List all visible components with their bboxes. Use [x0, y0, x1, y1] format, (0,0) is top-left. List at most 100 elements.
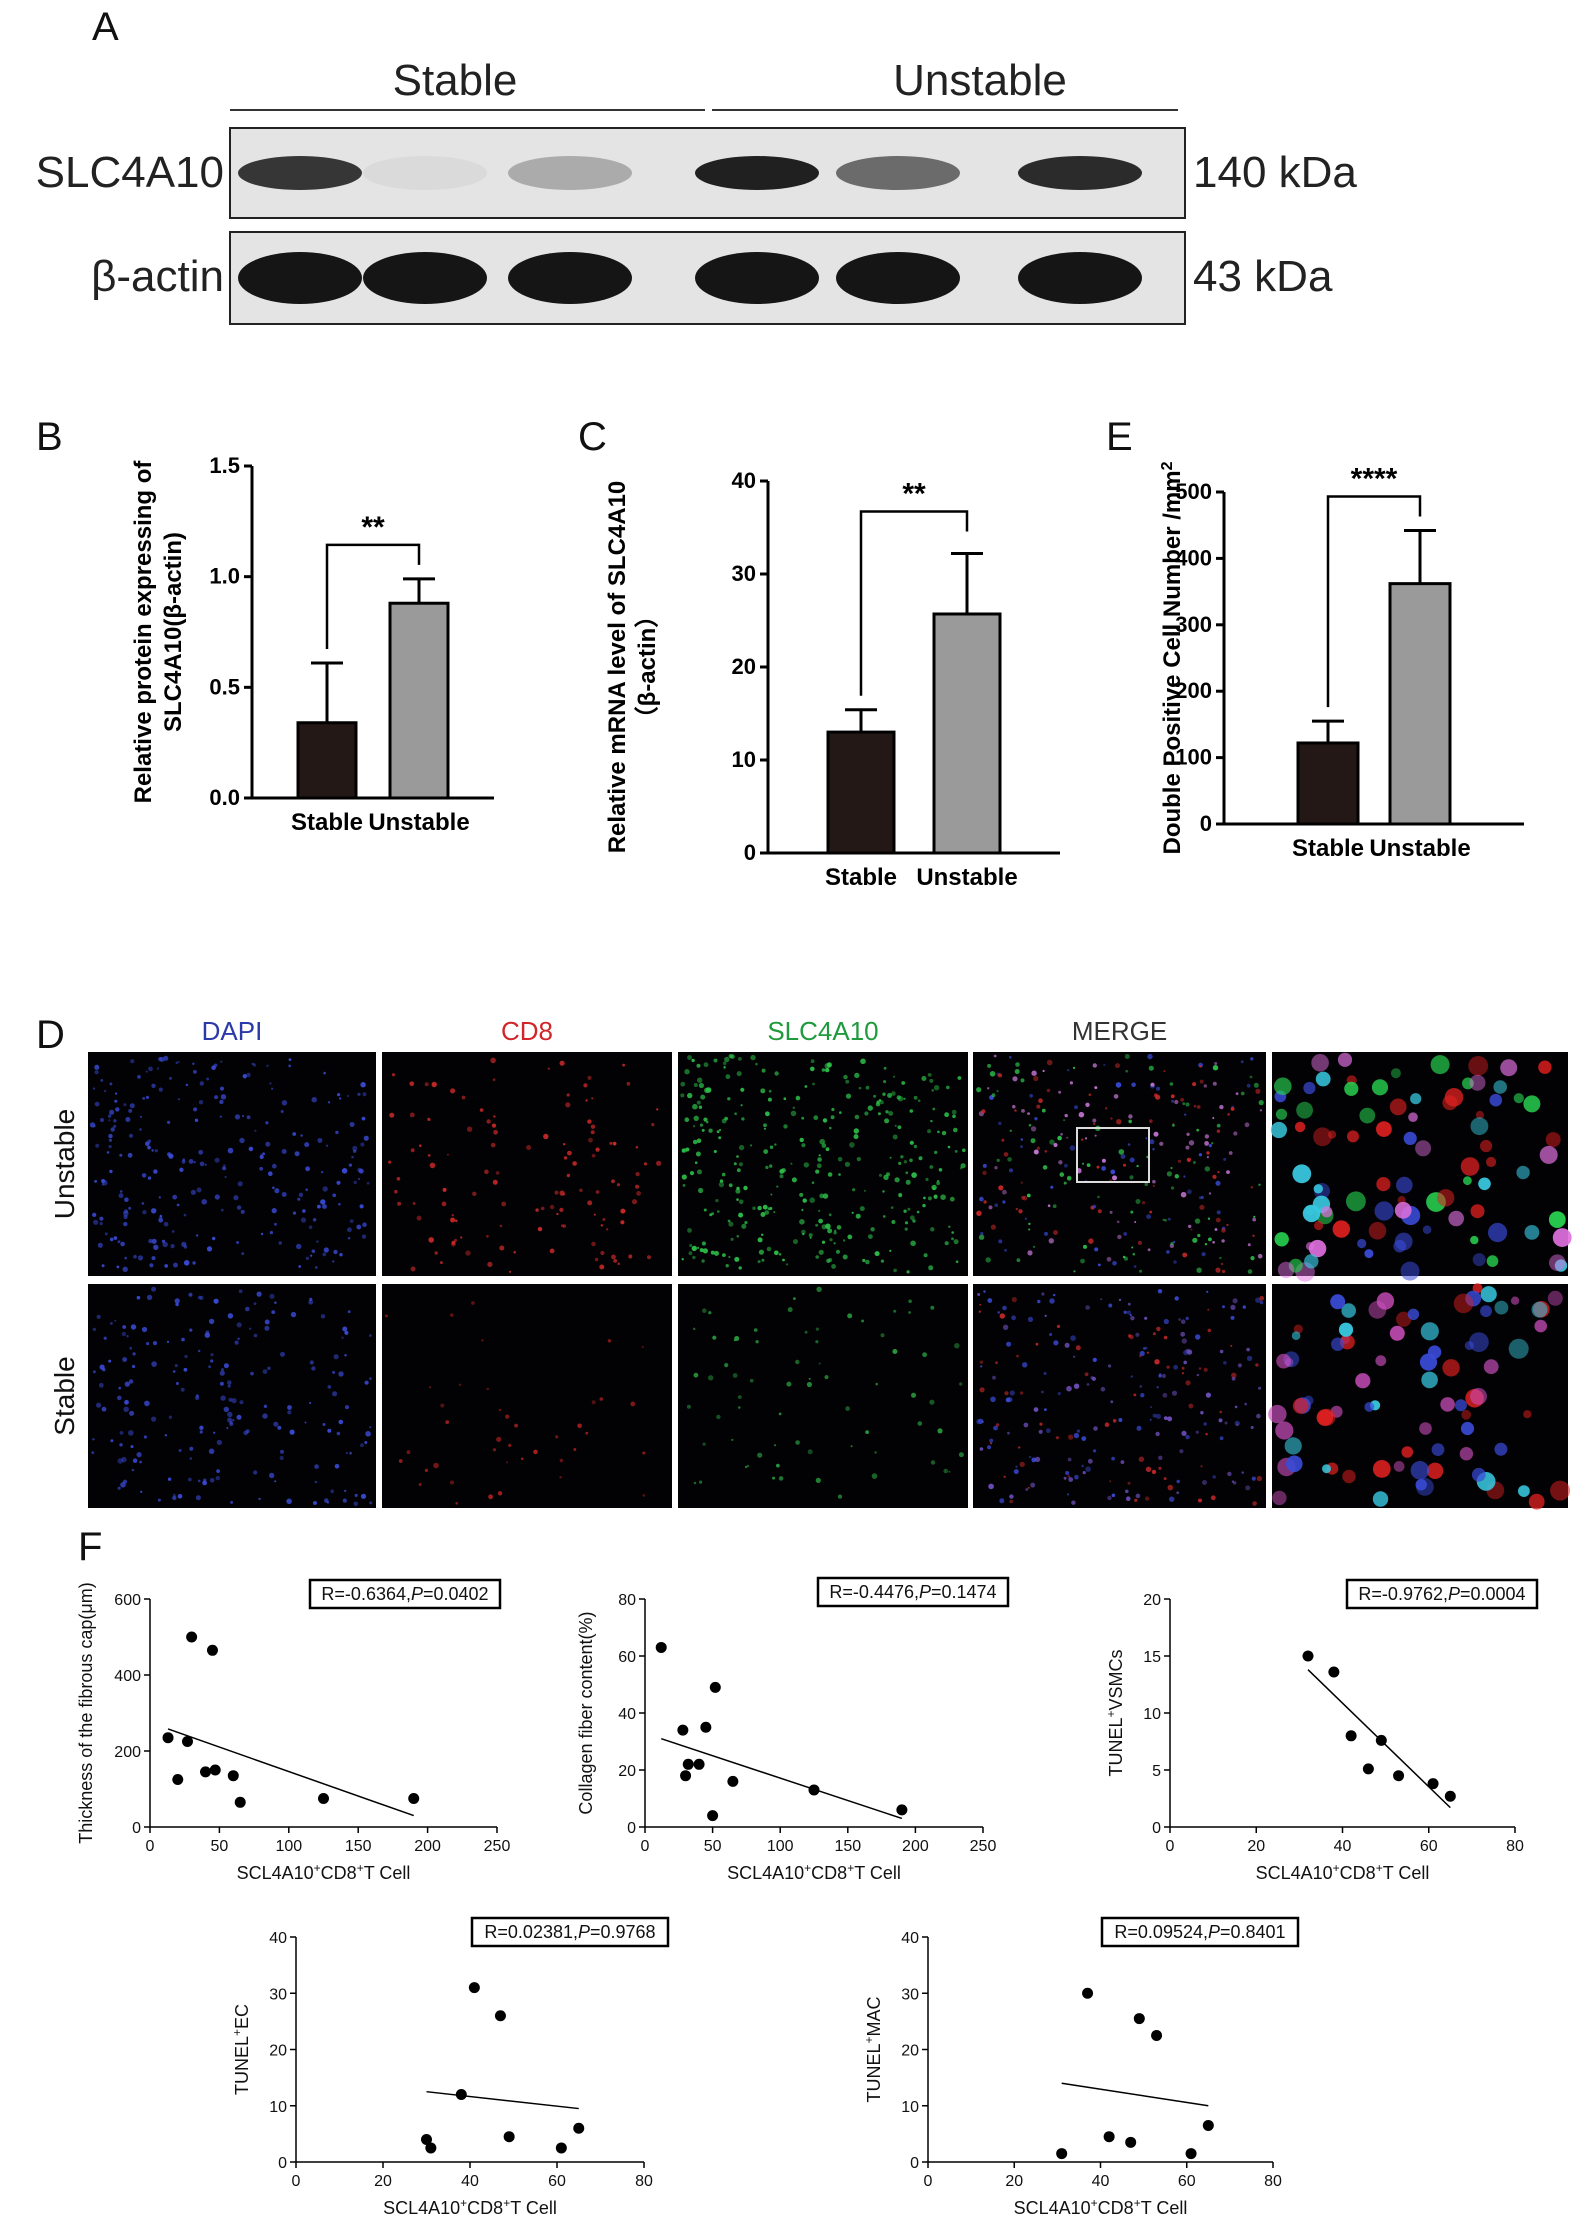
cell-dot: [369, 1501, 373, 1505]
cell-dot: [1031, 1070, 1037, 1076]
cell-dot: [526, 1145, 532, 1150]
cell-dot: [716, 1130, 720, 1134]
cell-dot: [1332, 1220, 1351, 1238]
cell-dot: [1084, 1372, 1089, 1377]
cell-dot: [768, 1089, 772, 1093]
cell-dot: [188, 1477, 192, 1482]
data-point: [707, 1810, 719, 1822]
cell-dot: [209, 1478, 215, 1483]
cell-dot: [1036, 1146, 1040, 1150]
cell-dot: [208, 1365, 212, 1369]
cell-dot: [418, 1483, 422, 1486]
cell-dot: [173, 1493, 176, 1497]
cell-dot: [815, 1169, 820, 1174]
cell-dot: [94, 1070, 99, 1075]
cell-dot: [249, 1327, 252, 1330]
cell-dot: [347, 1227, 352, 1233]
cell-dot: [227, 1411, 233, 1418]
cell-dot: [192, 1261, 196, 1265]
cell-dot: [146, 1342, 150, 1346]
cell-dot: [1011, 1297, 1017, 1303]
cell-dot: [332, 1391, 338, 1397]
cell-dot: [703, 1208, 707, 1212]
cell-dot: [715, 1199, 719, 1203]
cell-dot: [1200, 1465, 1203, 1468]
cell-dot: [795, 1359, 800, 1365]
cell-dot: [1163, 1335, 1168, 1340]
cell-dot: [1220, 1262, 1224, 1266]
cell-dot: [1259, 1109, 1263, 1112]
y-tick-label: 80: [618, 1592, 636, 1609]
cell-dot: [1207, 1328, 1212, 1333]
cell-dot: [1472, 1253, 1486, 1267]
cell-dot: [172, 1194, 178, 1200]
cell-dot: [1067, 1457, 1072, 1462]
cell-dot: [410, 1266, 416, 1272]
cell-dot: [884, 1118, 890, 1124]
cell-dot: [801, 1143, 806, 1148]
cell-dot: [998, 1121, 1002, 1126]
bar-unstable: [388, 601, 450, 800]
cell-dot: [913, 1095, 918, 1100]
cell-dot: [364, 1441, 368, 1444]
cell-dot: [1080, 1258, 1085, 1264]
cell-dot: [793, 1239, 798, 1245]
cell-dot: [149, 1263, 154, 1268]
cell-dot: [1468, 1056, 1489, 1076]
cell-dot: [140, 1490, 143, 1493]
cell-dot: [1419, 1422, 1432, 1435]
cell-dot: [278, 1241, 283, 1245]
cell-dot: [1041, 1292, 1045, 1296]
cell-dot: [264, 1319, 270, 1325]
cell-dot: [158, 1087, 163, 1092]
cell-dot: [979, 1196, 984, 1202]
cell-dot: [1346, 1191, 1366, 1212]
cell-dot: [1228, 1151, 1233, 1155]
cell-dot: [1148, 1065, 1154, 1071]
cell-dot: [151, 1208, 157, 1214]
x-tick-label: 40: [461, 2173, 479, 2190]
data-point: [227, 1770, 239, 1782]
cell-dot: [226, 1427, 229, 1429]
cell-dot: [1107, 1495, 1112, 1501]
cell-dot: [900, 1155, 904, 1159]
y-tick-label: 200: [114, 1744, 141, 1761]
cell-dot: [929, 1165, 934, 1169]
cell-dot: [897, 1125, 902, 1130]
cell-dot: [214, 1095, 219, 1100]
panel-letter-e: E: [1106, 415, 1133, 459]
cell-dot: [831, 1264, 836, 1269]
cell-dot: [1255, 1297, 1261, 1303]
cell-dot: [1376, 1292, 1395, 1310]
cell-dot: [1056, 1324, 1061, 1329]
cell-dot: [620, 1220, 625, 1225]
cell-dot: [253, 1470, 258, 1475]
cell-dot: [1192, 1161, 1196, 1164]
cell-dot: [861, 1319, 865, 1323]
cell-dot: [680, 1081, 686, 1087]
cell-dot: [1082, 1471, 1086, 1475]
cell-dot: [1144, 1182, 1149, 1187]
stat-box: [1100, 1916, 1300, 1948]
cell-dot: [361, 1116, 366, 1121]
cell-dot: [216, 1469, 221, 1473]
cell-dot: [253, 1333, 258, 1338]
cell-dot: [763, 1149, 769, 1154]
cell-dot: [1073, 1383, 1080, 1389]
cell-dot: [709, 1213, 713, 1217]
cell-dot: [1200, 1411, 1204, 1415]
cell-dot: [481, 1339, 484, 1342]
cell-dot: [1132, 1252, 1136, 1256]
cell-dot: [602, 1218, 606, 1221]
cell-dot: [1123, 1163, 1126, 1167]
cell-dot: [692, 1327, 696, 1331]
cell-dot: [922, 1203, 926, 1208]
cell-dot: [1083, 1244, 1087, 1249]
cell-dot: [1124, 1054, 1130, 1059]
cell-dot: [1314, 1220, 1324, 1231]
cell-dot: [930, 1305, 935, 1310]
blot-bands-slc4a10: [238, 156, 1142, 190]
cell-dot: [341, 1336, 344, 1339]
cell-dot: [905, 1171, 909, 1175]
cell-dot: [1181, 1430, 1187, 1436]
